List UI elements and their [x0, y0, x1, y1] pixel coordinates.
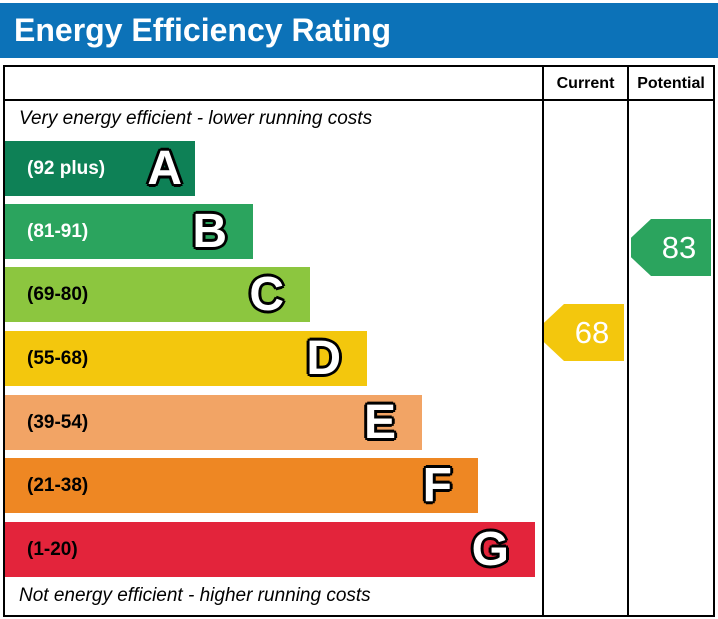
band-range-label: (69-80) [27, 283, 89, 305]
column-divider-main-current [542, 67, 544, 615]
current-rating-value: 68 [574, 314, 610, 350]
band-letter: F [422, 459, 452, 512]
band-e: (39-54) E [5, 395, 422, 450]
band-range-label: (39-54) [27, 411, 89, 433]
caption-not-efficient: Not energy efficient - higher running co… [19, 585, 371, 606]
rating-table: Current Potential Very energy efficient … [3, 65, 715, 617]
band-c: (69-80) C [5, 267, 310, 322]
band-letter: G [471, 523, 509, 576]
title-bar: Energy Efficiency Rating [0, 3, 718, 58]
page-title: Energy Efficiency Rating [14, 12, 391, 48]
band-range-label: (81-91) [27, 220, 89, 242]
band-letter: B [192, 205, 227, 258]
current-rating-marker: 68 [544, 304, 624, 361]
band-d: (55-68) D [5, 331, 367, 386]
band-letter: D [306, 332, 341, 385]
column-header-current: Current [556, 75, 615, 92]
potential-rating-value: 83 [661, 229, 697, 265]
band-letter: C [249, 268, 284, 321]
header-row-divider [5, 99, 713, 101]
band-range-label: (92 plus) [27, 157, 106, 179]
band-range-label: (1-20) [27, 538, 78, 560]
band-range-label: (21-38) [27, 474, 89, 496]
band-a: (92 plus) A [5, 141, 195, 196]
rating-table-body: Current Potential Very energy efficient … [5, 67, 713, 615]
band-b: (81-91) B [5, 204, 253, 259]
band-g: (1-20) G [5, 522, 535, 577]
band-range-label: (55-68) [27, 347, 89, 369]
caption-very-efficient: Very energy efficient - lower running co… [19, 108, 373, 129]
column-divider-current-potential [627, 67, 629, 615]
band-letter: A [147, 142, 182, 195]
potential-rating-marker: 83 [631, 219, 711, 276]
column-header-potential: Potential [637, 75, 705, 92]
band-f: (21-38) F [5, 458, 478, 513]
band-letter: E [363, 396, 396, 449]
